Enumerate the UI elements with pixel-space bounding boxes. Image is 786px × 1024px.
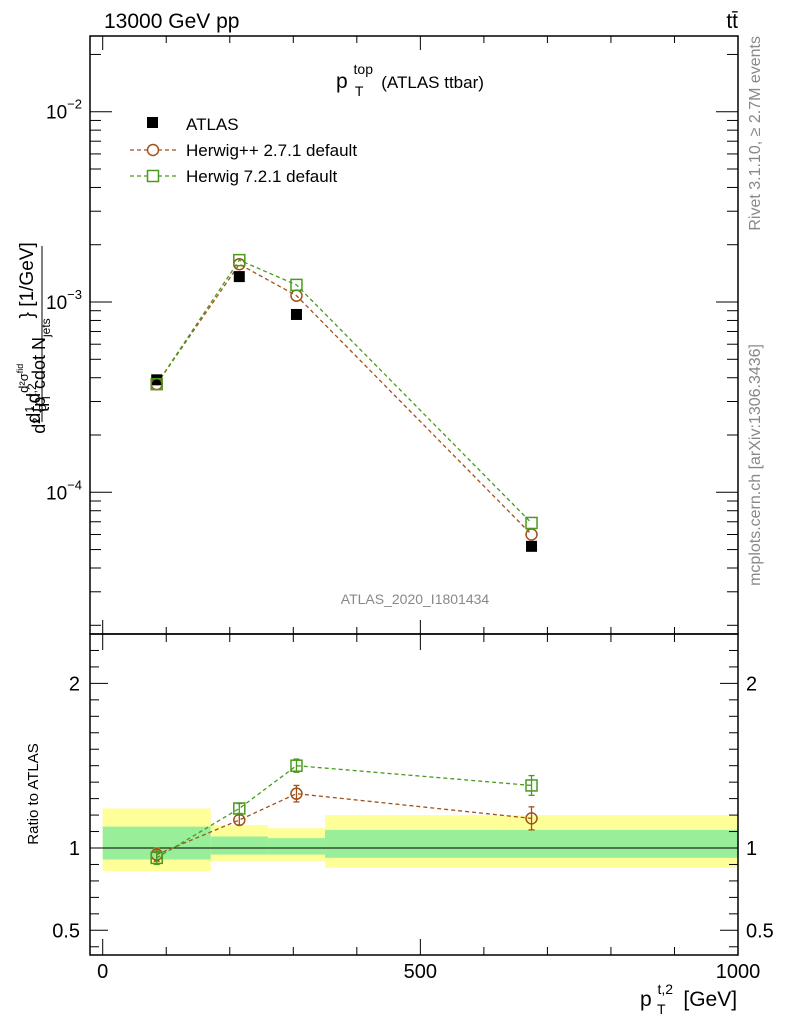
ratio-plot-frame: [89, 633, 739, 956]
main-point-herwig7: [233, 253, 246, 267]
main-point-atlas: [151, 374, 163, 386]
ylabel-den-sup: t,2: [25, 383, 39, 397]
main-title-p: p: [336, 70, 348, 93]
legend-marker-herwigpp: [146, 143, 160, 157]
ratio-band-stat: [325, 829, 738, 858]
ratio-y-tick-label-right: 1: [746, 838, 757, 860]
main-point-atlas: [233, 271, 245, 283]
main-y-tick-base: 10: [46, 103, 67, 124]
main-title: p top T (ATLAS ttbar): [336, 56, 484, 101]
ratio-y-tick-label: 2: [69, 673, 80, 695]
header-right-label: tt̄: [726, 10, 738, 33]
ylabel-one: 1: [22, 405, 37, 412]
main-point-herwig7: [290, 278, 303, 292]
ratio-point-herwig7: [525, 779, 538, 792]
ratio-point-herwig7: [290, 759, 303, 772]
ratio-point-herwigpp: [525, 812, 538, 825]
main-axis-ticks: 10−210−310−4: [46, 36, 739, 634]
main-series-line: [156, 259, 532, 524]
ylabel-d1: d: [24, 413, 45, 424]
ylabel-d2: d: [24, 393, 45, 404]
legend-label-atlas: ATLAS: [186, 115, 239, 134]
main-point-atlas: [290, 308, 302, 320]
mcplots-label: mcplots.cern.ch [arXiv:1306.3436]: [747, 344, 764, 586]
main-y-tick-label: 10−2: [46, 97, 82, 124]
legend: ATLAS Herwig++ 2.7.1 default Herwig 7.2.…: [130, 115, 357, 186]
main-y-tick-label: 10−3: [46, 287, 82, 314]
main-panel: 10−210−310−4 p top T (ATLAS ttbar) ATLAS…: [15, 35, 739, 635]
main-series: [150, 253, 538, 552]
main-y-label: d1σdd²σfidd² {pt,2T cdot Njets} [1/GeV]: [15, 242, 53, 433]
legend-marker-herwig7: [146, 169, 160, 183]
ratio-y-tick-label-right: 2: [746, 673, 757, 695]
ylabel-den-sub: T: [39, 393, 53, 401]
ratio-panel: 2 2 1 1 0.5 0.5 0 500 1000 Ratio to ATLAS p t,2 …: [25, 633, 774, 1019]
analysis-watermark: ATLAS_2020_I1801434: [341, 591, 490, 607]
main-title-sub: T: [355, 83, 364, 99]
x-axis-label: p t,2 T [GeV]: [640, 976, 737, 1019]
ylabel-tail: } [1/GeV]: [17, 242, 38, 318]
main-y-tick-label: 10−4: [46, 477, 82, 504]
legend-label-herwig7: Herwig 7.2.1 default: [186, 167, 337, 186]
main-y-tick-base: 10: [46, 293, 67, 314]
main-point-herwig7: [525, 516, 538, 530]
ratio-point-herwig7: [150, 851, 163, 865]
ratio-series-line: [156, 793, 532, 856]
svg-text:d1σdd²σfidd² {pt,2T cdot Njets: d1σdd²σfidd² {pt,2T cdot Njets} [1/GeV]: [15, 242, 53, 433]
ratio-band-stat: [210, 836, 268, 855]
ratio-uncertainty-bands: [102, 808, 738, 872]
main-title-sup: top: [354, 61, 374, 77]
ratio-y-tick-label-right: 0.5: [746, 920, 774, 942]
ratio-axis-ticks: 2 2 1 1 0.5 0.5 0 500 1000: [52, 633, 774, 983]
main-point-atlas: [526, 540, 538, 552]
ylabel-num: d²σ: [16, 373, 31, 393]
ylabel-num-sup: fid: [15, 364, 25, 374]
main-y-tick-exp: −4: [67, 477, 82, 492]
xlabel-sub: T: [657, 1001, 666, 1017]
ratio-y-tick-label: 0.5: [52, 920, 80, 942]
main-y-tick-exp: −2: [67, 97, 82, 112]
ratio-y-label: Ratio to ATLAS: [25, 743, 42, 844]
header-left-label: 13000 GeV pp: [104, 10, 239, 33]
main-y-tick-base: 10: [46, 483, 67, 504]
ratio-point-herwig7: [233, 802, 246, 815]
x-tick-label: 500: [404, 961, 437, 983]
ratio-y-tick-label: 1: [69, 838, 80, 860]
legend-marker-atlas: [147, 117, 158, 128]
main-y-tick-exp: −3: [67, 287, 82, 302]
ylabel-den-sub2: jets: [39, 318, 53, 338]
rivet-label: Rivet 3.1.10, ≥ 2.7M events: [747, 36, 764, 231]
main-point-herwig7: [150, 377, 163, 391]
main-series-line: [156, 263, 532, 535]
ylabel-den-rest: cdot N: [29, 337, 49, 394]
ratio-band-stat: [267, 838, 326, 855]
main-title-rest: (ATLAS ttbar): [381, 73, 484, 92]
x-tick-label: 1000: [716, 961, 761, 983]
ratio-point-herwigpp: [290, 787, 303, 800]
ylabel-den: d² {p: [29, 397, 49, 434]
xlabel-rest: [GeV]: [683, 988, 737, 1011]
legend-label-herwigpp: Herwig++ 2.7.1 default: [186, 141, 357, 160]
ratio-series: [150, 758, 538, 866]
xlabel-sup: t,2: [658, 981, 674, 997]
x-tick-label: 0: [97, 961, 108, 983]
xlabel-p: p: [640, 988, 652, 1011]
